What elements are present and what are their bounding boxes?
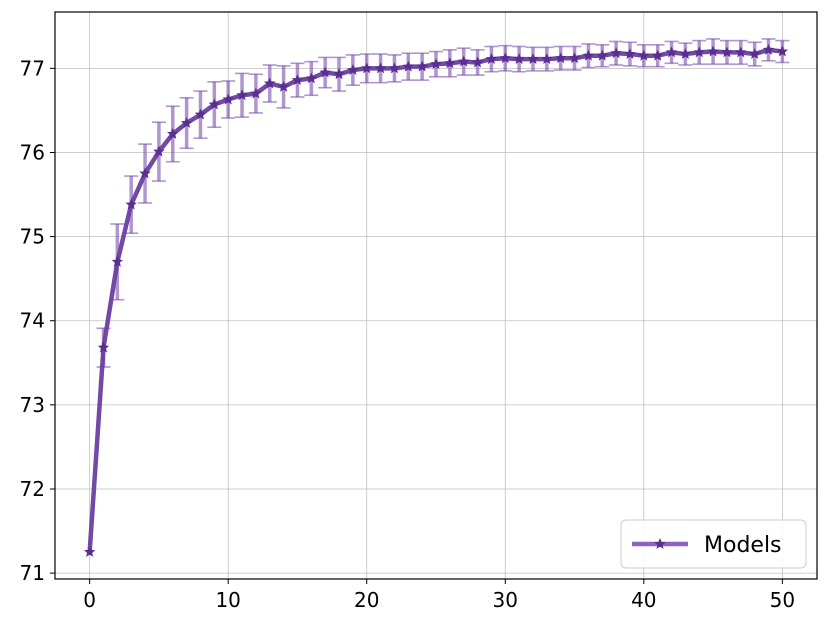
data-point-20: [361, 62, 373, 74]
data-point-22: [388, 62, 401, 74]
x-tick-label-20: 20: [354, 588, 379, 612]
x-tick-label-50: 50: [770, 588, 795, 612]
x-tick-label-40: 40: [631, 588, 656, 612]
data-point-31: [513, 53, 525, 64]
data-point-48: [748, 48, 761, 59]
data-point-19: [347, 64, 359, 75]
legend-box: [620, 519, 807, 569]
data-point-39: [624, 48, 636, 59]
legend-star-marker: [654, 538, 666, 549]
data-point-41: [651, 49, 664, 61]
data-point-32: [527, 53, 539, 64]
data-point-14: [277, 80, 290, 92]
y-tick-label-73: 73: [20, 393, 45, 417]
data-point-4: [139, 167, 151, 179]
y-tick-label-74: 74: [20, 309, 45, 333]
x-tick-label-10: 10: [215, 588, 240, 612]
data-point-29: [485, 53, 498, 64]
data-point-18: [333, 68, 345, 80]
x-axis-ticks: 0 10 20 30 40 50: [83, 579, 795, 612]
data-point-47: [735, 46, 747, 58]
data-point-6: [167, 127, 179, 139]
data-point-46: [721, 46, 733, 58]
data-point-44: [693, 46, 705, 58]
data-point-10: [222, 93, 234, 105]
data-point-5: [153, 145, 165, 157]
data-point-38: [610, 47, 622, 59]
data-point-43: [679, 48, 692, 59]
plot-background: [55, 12, 817, 579]
data-markers: [83, 43, 789, 557]
legend-label-models: Models: [704, 533, 782, 558]
data-point-24: [416, 60, 428, 72]
y-tick-label-76: 76: [20, 140, 45, 164]
data-point-30: [499, 52, 511, 64]
data-point-28: [471, 56, 484, 68]
data-point-15: [291, 74, 304, 85]
data-point-25: [430, 58, 442, 69]
data-point-26: [444, 57, 456, 69]
data-point-21: [374, 62, 387, 74]
data-point-50: [776, 45, 789, 57]
data-point-34: [555, 52, 567, 64]
data-point-36: [582, 49, 595, 61]
data-point-8: [194, 108, 207, 120]
y-tick-label-75: 75: [20, 225, 45, 249]
legend: Models: [620, 519, 807, 569]
x-tick-label-30: 30: [493, 588, 518, 612]
data-point-0: [83, 546, 96, 557]
data-point-35: [568, 52, 581, 64]
data-point-11: [236, 89, 248, 101]
data-point-12: [250, 87, 262, 99]
data-point-7: [180, 117, 193, 128]
data-point-13: [264, 77, 276, 89]
x-tick-label-0: 0: [83, 588, 96, 612]
data-point-49: [762, 43, 775, 55]
y-axis-ticks: 71 72 73 74 75 76 77: [20, 56, 55, 585]
data-point-42: [665, 46, 678, 58]
data-point-16: [305, 72, 317, 84]
data-point-37: [596, 49, 608, 61]
plot-frame: [54, 11, 818, 580]
data-point-9: [208, 98, 221, 110]
data-point-45: [707, 45, 719, 57]
y-tick-label-77: 77: [20, 56, 45, 80]
y-tick-label-71: 71: [20, 561, 45, 585]
data-point-3: [125, 198, 137, 210]
data-point-27: [458, 55, 470, 67]
y-tick-label-72: 72: [20, 477, 45, 501]
data-point-33: [541, 53, 553, 64]
data-point-40: [638, 49, 650, 61]
data-point-1: [97, 341, 110, 353]
data-point-17: [319, 66, 331, 78]
data-point-23: [402, 60, 414, 72]
data-point-2: [111, 255, 124, 267]
